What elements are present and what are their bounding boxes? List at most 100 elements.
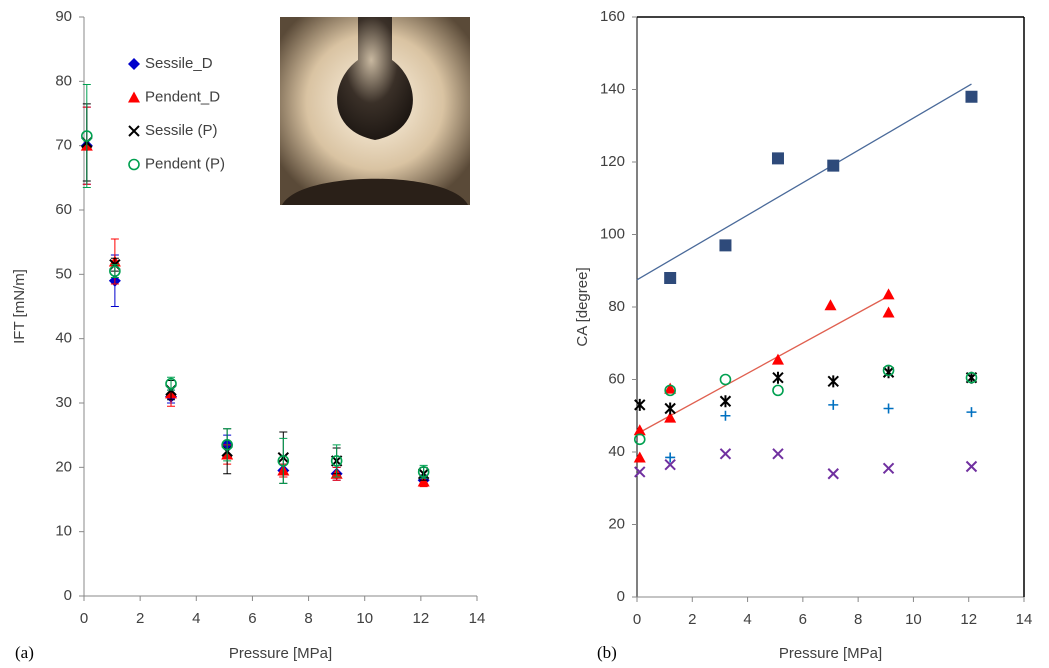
- marker: [965, 371, 978, 384]
- y-tick-label: 0: [64, 587, 72, 604]
- marker: [330, 455, 343, 467]
- marker: [965, 460, 978, 473]
- y-tick-label: 80: [608, 298, 625, 315]
- marker: [634, 398, 646, 411]
- marker: [824, 299, 837, 311]
- x-tick-label: 4: [192, 610, 200, 627]
- marker: [882, 462, 895, 475]
- marker: [882, 366, 895, 379]
- marker: [664, 382, 677, 394]
- y-axis-title: IFT [mN/m]: [11, 269, 28, 344]
- marker: [128, 125, 140, 137]
- marker: [633, 451, 646, 463]
- error-bar: [332, 444, 341, 478]
- marker: [664, 411, 677, 423]
- y-tick-label: 90: [55, 8, 72, 25]
- marker: [771, 353, 784, 365]
- y-tick-label: 100: [600, 225, 625, 242]
- y-tick-label: 120: [600, 153, 625, 170]
- x-tick-label: 12: [960, 611, 977, 628]
- marker: [882, 288, 895, 300]
- y-tick-label: 40: [55, 330, 72, 347]
- marker: [128, 91, 140, 103]
- x-tick-label: 10: [905, 611, 922, 628]
- marker: [81, 130, 93, 142]
- y-tick-label: 20: [608, 515, 625, 532]
- x-tick-label: 0: [80, 610, 88, 627]
- marker: [664, 272, 677, 284]
- marker: [719, 373, 732, 386]
- marker: [882, 306, 895, 318]
- marker: [882, 364, 895, 377]
- x-axis-title: Pressure [MPa]: [779, 645, 882, 662]
- marker: [883, 403, 894, 414]
- y-tick-label: 70: [55, 137, 72, 154]
- marker: [665, 452, 676, 463]
- marker: [109, 265, 121, 277]
- marker: [128, 158, 140, 171]
- marker: [827, 375, 839, 388]
- marker: [771, 152, 784, 165]
- legend-label: Sessile_D: [145, 55, 213, 72]
- marker: [165, 377, 177, 390]
- legend-label: Sessile (P): [145, 122, 218, 139]
- y-tick-label: 50: [55, 265, 72, 282]
- marker: [634, 466, 646, 478]
- marker: [633, 424, 646, 436]
- marker: [633, 433, 646, 446]
- marker: [417, 475, 430, 487]
- marker: [664, 402, 676, 415]
- marker: [664, 384, 676, 397]
- marker: [772, 448, 784, 460]
- marker: [772, 384, 784, 397]
- x-axis-title: Pressure [MPa]: [229, 645, 332, 662]
- legend-label: Pendent (P): [145, 155, 225, 172]
- marker: [827, 159, 840, 172]
- x-tick-label: 2: [688, 611, 696, 628]
- y-tick-label: 60: [55, 201, 72, 218]
- x-tick-label: 4: [743, 611, 751, 628]
- panel-label: (a): [15, 643, 34, 662]
- marker: [720, 410, 731, 421]
- y-tick-label: 10: [55, 523, 72, 540]
- x-tick-label: 14: [1016, 611, 1033, 628]
- marker: [221, 439, 233, 451]
- x-tick-label: 8: [854, 611, 862, 628]
- error-bar: [82, 84, 91, 188]
- marker: [719, 239, 732, 252]
- marker: [417, 466, 430, 478]
- x-tick-label: 8: [304, 610, 312, 627]
- y-axis-title: CA [degree]: [574, 267, 591, 346]
- y-tick-label: 30: [55, 394, 72, 411]
- y-tick-label: 40: [608, 443, 625, 460]
- x-tick-label: 10: [356, 610, 373, 627]
- inset-photo: [280, 17, 470, 205]
- error-bar: [279, 437, 288, 484]
- x-tick-label: 2: [136, 610, 144, 627]
- x-tick-label: 14: [469, 610, 486, 627]
- marker: [772, 371, 784, 384]
- marker: [664, 458, 676, 471]
- x-tick-label: 6: [799, 611, 807, 628]
- y-tick-label: 60: [608, 370, 625, 387]
- marker: [277, 455, 290, 467]
- legend-label: Pendent_D: [145, 88, 220, 105]
- marker: [719, 448, 732, 460]
- y-tick-label: 160: [600, 8, 625, 25]
- x-tick-label: 0: [633, 611, 641, 628]
- marker: [128, 58, 140, 70]
- y-tick-label: 20: [55, 458, 72, 475]
- marker: [966, 407, 977, 418]
- x-tick-label: 12: [413, 610, 430, 627]
- marker: [827, 468, 839, 480]
- x-tick-label: 6: [248, 610, 256, 627]
- y-tick-label: 80: [55, 72, 72, 89]
- y-tick-label: 140: [600, 80, 625, 97]
- marker: [719, 395, 732, 408]
- trend-line: [636, 295, 889, 435]
- trend-line: [636, 83, 972, 281]
- marker: [828, 399, 839, 410]
- marker: [965, 90, 978, 103]
- error-bar: [223, 428, 232, 462]
